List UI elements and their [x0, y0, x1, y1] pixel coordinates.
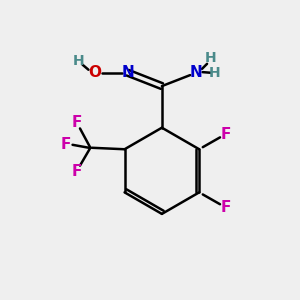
Text: H: H [205, 52, 217, 65]
Text: F: F [72, 164, 82, 179]
Text: H: H [209, 66, 220, 80]
Text: F: F [220, 200, 231, 215]
Text: F: F [72, 115, 82, 130]
Text: F: F [61, 137, 71, 152]
Text: O: O [88, 65, 101, 80]
Text: H: H [73, 54, 85, 68]
Text: F: F [220, 127, 231, 142]
Text: N: N [121, 65, 134, 80]
Text: N: N [190, 65, 202, 80]
